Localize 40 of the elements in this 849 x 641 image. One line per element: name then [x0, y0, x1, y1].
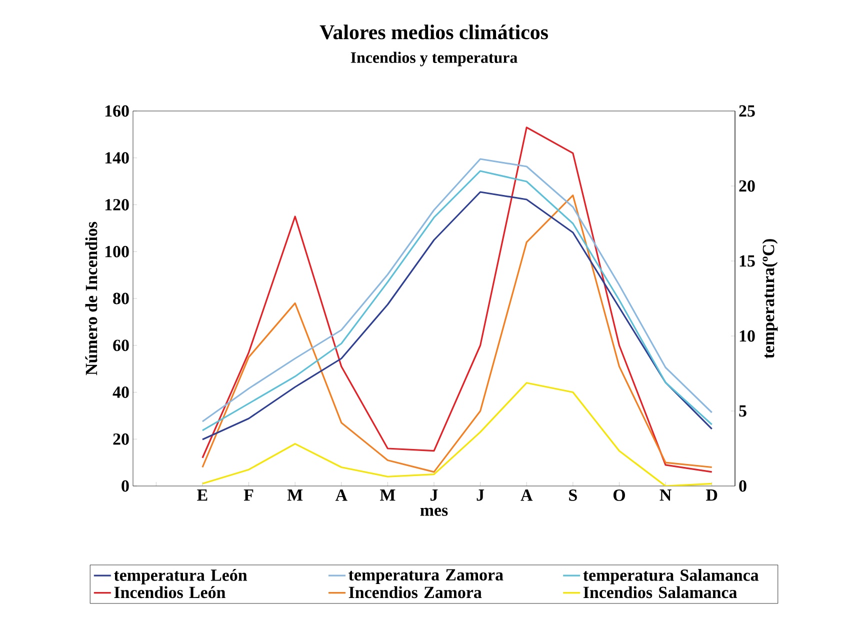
y2-tick-label: 5: [739, 405, 746, 417]
y-tick-label: 120: [105, 199, 129, 210]
x-tick-label: F: [244, 490, 254, 501]
y-tick-label: 80: [113, 292, 129, 304]
x-tick-label: J: [476, 490, 484, 501]
x-tick-label: N: [660, 490, 672, 501]
y-tick-label: 160: [105, 105, 129, 117]
y-tick-label: 100: [105, 246, 129, 258]
line-series: [202, 382, 713, 486]
legend-label: Incendios Salamanca: [583, 586, 737, 598]
y-tick-label: 0: [122, 480, 129, 492]
legend-label: Incendios Zamora: [348, 586, 482, 598]
x-tick-label: E: [197, 490, 208, 501]
y-axis-title: Número de Incendios: [85, 222, 98, 376]
x-tick-label: D: [706, 490, 718, 501]
x-axis-title: mes: [420, 508, 448, 516]
x-tick-label: A: [335, 490, 348, 501]
y2-axis-title: temperatura(ºC): [762, 239, 778, 358]
y2-tick-label: 20: [739, 180, 755, 192]
legend-label: temperatura Zamora: [348, 569, 504, 584]
y2-tick-label: 15: [740, 255, 755, 267]
x-tick-label: S: [569, 490, 577, 501]
y2-tick-label: 10: [740, 330, 755, 342]
y-tick-label: 60: [113, 340, 129, 352]
line-series: [202, 126, 713, 473]
y-tick-label: 40: [112, 386, 129, 398]
x-tick-label: M: [287, 490, 303, 501]
y2-tick-label: 25: [739, 105, 755, 117]
y2-tick-label: 0: [739, 480, 746, 492]
x-tick-label: A: [520, 490, 533, 501]
legend-label: Incendios León: [114, 586, 226, 598]
x-tick-label: J: [430, 490, 438, 501]
x-tick-label: O: [613, 490, 625, 501]
chart-subtitle: Incendios y temperatura: [350, 52, 518, 66]
legend-label: temperatura León: [114, 568, 248, 584]
x-tick-label: M: [380, 490, 396, 501]
y-tick-label: 140: [105, 152, 129, 164]
legend-label: temperatura Salamanca: [583, 568, 759, 584]
chart-title: Valores medios climáticos: [320, 24, 548, 40]
y-tick-label: 20: [113, 433, 129, 445]
